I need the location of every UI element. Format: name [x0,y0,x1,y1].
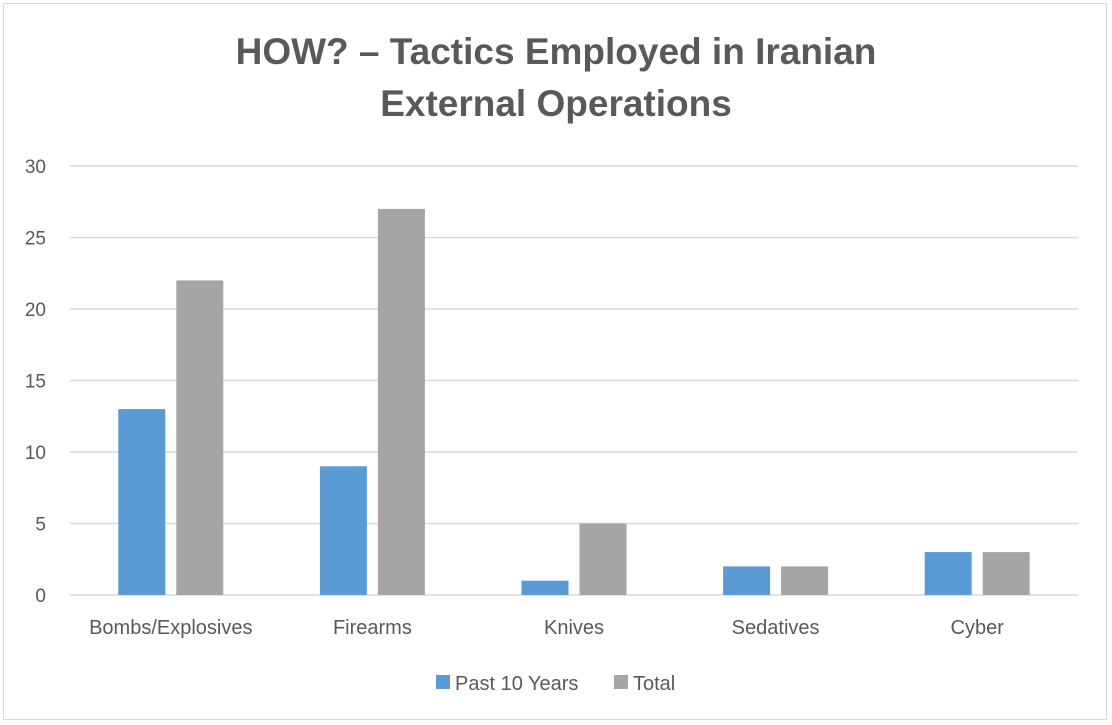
bar-total-sedatives [781,566,829,595]
legend-swatch [614,675,628,689]
x-category-label: Knives [544,617,604,639]
chart-title: HOW? – Tactics Employed in Iranian Exter… [0,26,1112,130]
bar-past-10-years-cyber [924,552,972,595]
bar-total-knives [579,523,627,595]
chart-title-line-1: HOW? – Tactics Employed in Iranian [235,31,877,72]
x-category-label: Cyber [951,617,1005,639]
legend-label: Total [633,673,675,695]
y-tick-label: 5 [35,515,46,536]
bar-total-bombs-explosives [176,280,224,595]
y-tick-label: 15 [25,372,46,393]
x-category-label: Firearms [333,617,412,639]
bars [118,208,1030,595]
y-tick-label: 20 [25,300,46,321]
y-tick-label: 30 [25,157,46,178]
legend: Past 10 Years Total [436,673,675,695]
bar-past-10-years-bombs-explosives [118,409,166,595]
x-category-label: Bombs/Explosives [89,617,252,639]
legend-swatch [436,675,450,689]
bar-total-cyber [982,552,1030,595]
x-category-label: Sedatives [732,617,820,639]
y-axis-ticks: 0 5 10 15 20 25 30 [25,157,46,607]
y-tick-label: 0 [35,586,46,607]
chart-title-line-2: External Operations [380,83,732,124]
gridlines [70,165,1078,596]
legend-label: Past 10 Years [455,673,578,695]
y-tick-label: 25 [25,229,46,250]
y-tick-label: 10 [25,443,46,464]
x-axis-labels: Bombs/Explosives Firearms Knives Sedatives C… [89,617,1004,639]
bar-past-10-years-sedatives [723,566,771,595]
bar-past-10-years-firearms [319,466,367,595]
bar-total-firearms [377,208,425,595]
bar-past-10-years-knives [521,580,569,595]
